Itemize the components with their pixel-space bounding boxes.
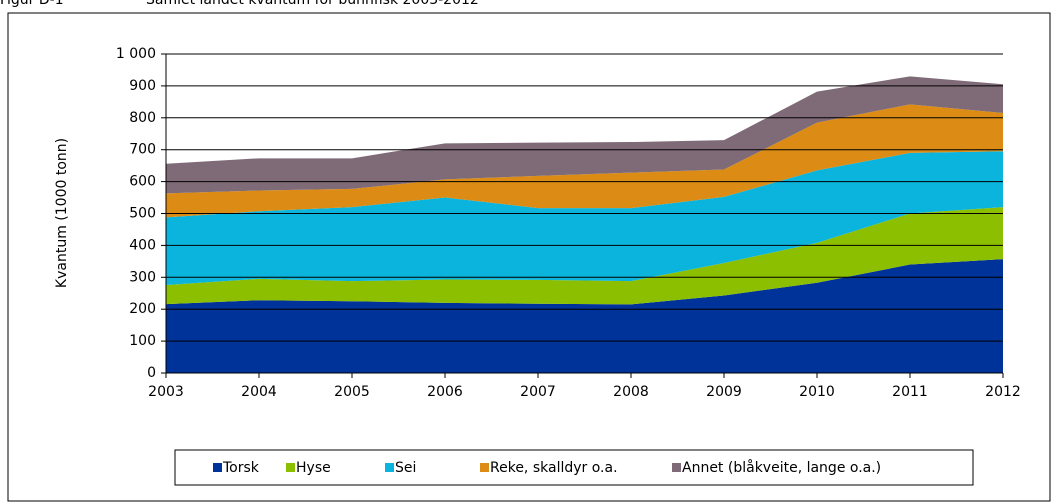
y-tick-label: 800 — [129, 110, 156, 126]
legend-swatch — [672, 463, 681, 472]
x-tick-label: 2012 — [985, 384, 1021, 400]
y-tick-label: 100 — [129, 333, 156, 349]
y-tick-label: 500 — [129, 206, 156, 222]
x-tick-label: 2011 — [892, 384, 928, 400]
chart-title: Samlet landet kvantum for bunnfisk 2003-… — [146, 0, 479, 8]
x-tick-label: 2010 — [799, 384, 835, 400]
y-tick-label: 600 — [129, 174, 156, 190]
legend-swatch — [213, 463, 222, 472]
area — [166, 104, 1003, 218]
legend-swatch — [385, 463, 394, 472]
legend-swatch — [286, 463, 295, 472]
x-tick-label: 2008 — [613, 384, 649, 400]
legend-swatch — [480, 463, 489, 472]
legend-label: Torsk — [222, 460, 260, 476]
figure-label: Figur D-1 — [0, 0, 64, 8]
area — [166, 76, 1003, 194]
area — [166, 207, 1003, 305]
x-tick-label: 2006 — [427, 384, 463, 400]
y-tick-label: 300 — [129, 269, 156, 285]
x-tick-label: 2003 — [148, 384, 184, 400]
y-axis-label: Kvantum (1000 tonn) — [54, 138, 70, 288]
legend-label: Sei — [395, 460, 416, 476]
legend-label: Reke, skalldyr o.a. — [490, 460, 618, 476]
legend-box — [174, 449, 974, 486]
y-tick-label: 700 — [129, 142, 156, 158]
y-tick-label: 0 — [147, 365, 156, 381]
y-tick-label: 400 — [129, 237, 156, 253]
x-tick-label: 2009 — [706, 384, 742, 400]
legend-label: Annet (blåkveite, lange o.a.) — [682, 459, 881, 476]
y-tick-label: 200 — [129, 301, 156, 317]
x-tick-label: 2007 — [520, 384, 556, 400]
y-tick-label: 900 — [129, 78, 156, 94]
x-tick-label: 2004 — [241, 384, 277, 400]
area — [166, 151, 1003, 285]
x-tick-label: 2005 — [334, 384, 370, 400]
legend-label: Hyse — [296, 460, 331, 476]
y-tick-label: 1 000 — [116, 46, 156, 62]
area — [166, 259, 1003, 373]
chart-border — [7, 12, 1051, 502]
